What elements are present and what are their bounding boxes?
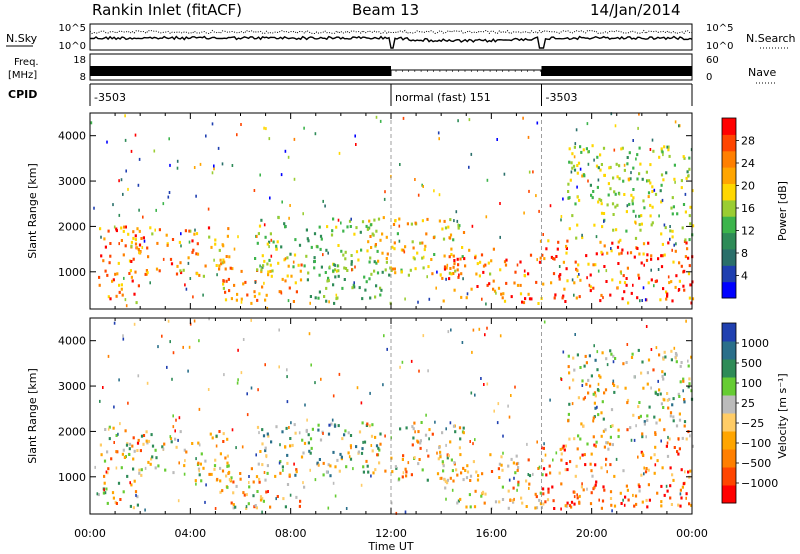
time-axis-labels: 00:00 04:00 08:00 12:00 16:00 20:00 00:00 (74, 527, 708, 540)
time-tick-label: 20:00 (576, 527, 608, 540)
time-tick-label: 00:00 (74, 527, 106, 540)
cpid-segment-0: -3503 (94, 91, 126, 104)
noise-right-tick-bottom: 10^0 (706, 41, 733, 52)
noise-search-line (89, 29, 693, 35)
colorbar-tick-label: 4 (741, 270, 748, 283)
y-tick-label: 3000 (58, 380, 86, 393)
noise-left-tick-bottom: 10^0 (59, 41, 86, 52)
colorbar-tick-label: 500 (741, 357, 762, 370)
time-tick-label: 04:00 (174, 527, 206, 540)
noise-panel-frame (89, 23, 693, 51)
colorbar-tick-label: −1000 (741, 477, 778, 490)
y-tick-label: 2000 (58, 220, 86, 233)
colorbar-tick-label: 20 (741, 180, 755, 193)
power-y-ticks: 1000 2000 3000 4000 (58, 130, 692, 279)
velocity-panel: 1000 2000 3000 4000 Slant Range [km] 1000 50… (26, 317, 789, 515)
freq-label-line2: [MHz] (8, 70, 37, 81)
time-tick-label: 12:00 (375, 527, 407, 540)
velocity-y-ticks: 1000 2000 3000 4000 (58, 335, 692, 484)
time-tick-label: 08:00 (275, 527, 307, 540)
noise-panel: N.Sky 10^5 10^0 10^5 10^0 N.Search (6, 23, 796, 52)
date-title: 14/Jan/2014 (590, 1, 681, 19)
noise-left-label: N.Sky (6, 32, 38, 45)
power-panel: 1000 2000 3000 4000 Slant Range [km] 4 8 12 16… (26, 112, 789, 310)
y-tick-label: 4000 (58, 130, 86, 143)
colorbar-tick-label: 28 (741, 135, 755, 148)
freq-panel: Freq. [MHz] 18 8 60 0 Nave (8, 53, 776, 84)
colorbar-tick-label: 1000 (741, 337, 769, 350)
velocity-colorbar: 1000 500 100 25 −25 −100 −500 −1000 (721, 322, 778, 504)
power-echo-cells (90, 112, 695, 310)
nave-label: Nave (748, 66, 776, 79)
y-tick-label: 1000 (58, 471, 86, 484)
y-tick-label: 1000 (58, 266, 86, 279)
freq-tick-bottom: 8 (80, 72, 86, 83)
cpid-segments: -3503 normal (fast) 151 -3503 (89, 84, 693, 106)
y-tick-label: 4000 (58, 335, 86, 348)
time-tick-label: 00:00 (676, 527, 708, 540)
freq-tick-top: 18 (73, 55, 86, 66)
noise-right-tick-top: 10^5 (706, 23, 733, 34)
colorbar-tick-label: 100 (741, 377, 762, 390)
cpid-label: CPID (8, 88, 37, 101)
velocity-ylabel: Slant Range [km] (26, 368, 39, 464)
beam-title: Beam 13 (352, 1, 419, 19)
time-axis-title: Time UT (367, 540, 413, 553)
velocity-x-ticks (89, 318, 693, 514)
nave-tick-top: 60 (706, 55, 719, 66)
noise-right-label: N.Search (746, 32, 796, 45)
cpid-segment-1: normal (fast) 151 (395, 91, 491, 104)
power-ylabel: Slant Range [km] (26, 163, 39, 259)
freq-bars (90, 66, 692, 76)
y-tick-label: 2000 (58, 425, 86, 438)
velocity-echo-cells (94, 317, 694, 515)
noise-sky-line (89, 35, 693, 49)
colorbar-tick-label: −25 (741, 417, 764, 430)
velocity-colorbar-label: Velocity [m s⁻¹] (776, 373, 789, 458)
noise-left-tick-top: 10^5 (59, 23, 86, 34)
power-colorbar: 4 8 12 16 20 24 28 (721, 117, 755, 299)
colorbar-tick-label: 16 (741, 202, 755, 215)
time-tick-label: 16:00 (475, 527, 507, 540)
power-x-ticks (89, 113, 693, 309)
colorbar-tick-label: 8 (741, 247, 748, 260)
colorbar-tick-label: 25 (741, 397, 755, 410)
y-tick-label: 3000 (58, 175, 86, 188)
colorbar-tick-label: −100 (741, 437, 771, 450)
cpid-panel: CPID -3503 normal (fast) 151 -3503 (8, 83, 693, 106)
nave-tick-bottom: 0 (706, 72, 712, 83)
colorbar-tick-label: −500 (741, 457, 771, 470)
cpid-segment-2: -3503 (546, 91, 578, 104)
power-colorbar-label: Power [dB] (776, 181, 789, 241)
colorbar-tick-label: 12 (741, 225, 755, 238)
station-title: Rankin Inlet (fitACF) (92, 1, 242, 19)
colorbar-tick-label: 24 (741, 157, 755, 170)
freq-label-line1: Freq. (14, 57, 39, 68)
